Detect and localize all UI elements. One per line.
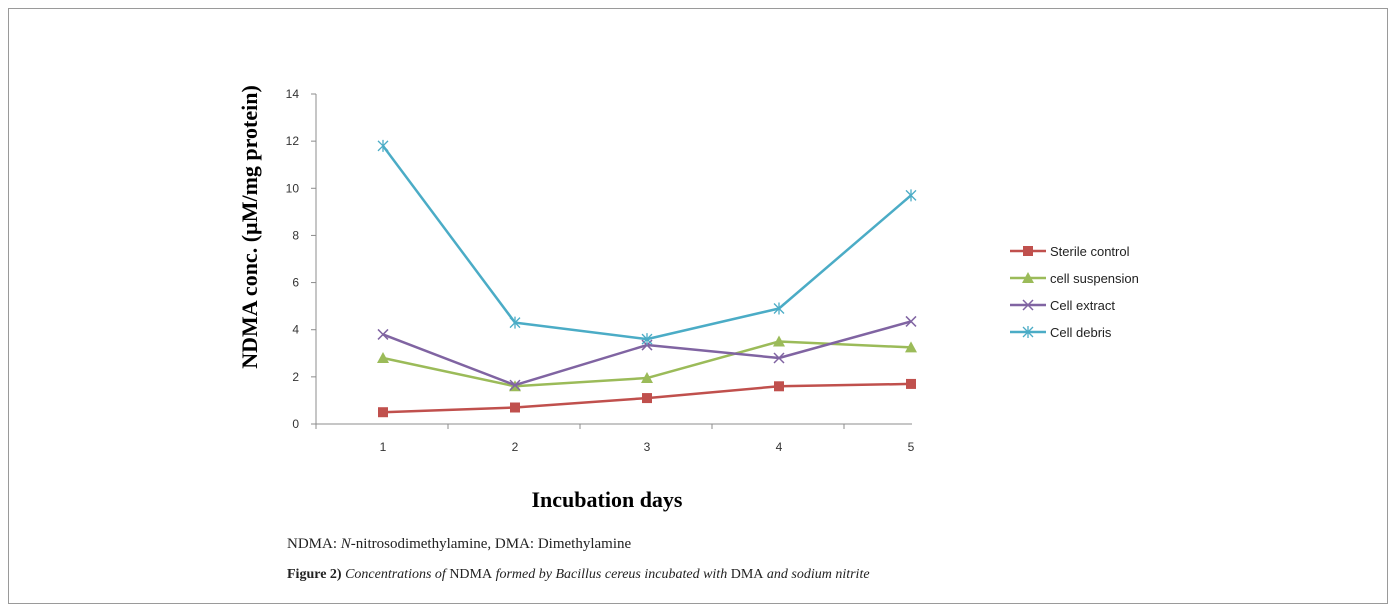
- data-point: [642, 393, 652, 404]
- x-tick-label: 4: [776, 440, 783, 454]
- data-point: [774, 381, 784, 392]
- chart-series: [377, 139, 917, 418]
- x-axis-title: Incubation days: [531, 487, 682, 512]
- legend-marker: [1022, 272, 1034, 283]
- y-tick-label: 4: [292, 323, 299, 337]
- abbreviation-note: NDMA: N-nitrosodimethylamine, DMA: Dimet…: [287, 536, 632, 552]
- data-point: [905, 189, 917, 202]
- figure-caption: Figure 2) Concentrations of NDMA formed …: [287, 567, 870, 582]
- data-point: [906, 378, 916, 389]
- y-tick-label: 6: [292, 276, 299, 290]
- y-tick-label: 12: [286, 134, 300, 148]
- legend-marker: [1022, 299, 1034, 311]
- data-point: [377, 139, 389, 152]
- series-group: [377, 335, 917, 392]
- legend-label: Sterile control: [1050, 244, 1130, 259]
- data-point: [377, 328, 389, 340]
- data-point: [377, 352, 389, 363]
- data-point: [509, 316, 521, 329]
- legend-marker: [1022, 326, 1034, 338]
- data-point: [773, 352, 785, 364]
- figure-label: Figure 2): [287, 567, 342, 582]
- x-tick-label: 3: [644, 440, 651, 454]
- legend-label: Cell debris: [1050, 325, 1112, 340]
- legend-label: Cell extract: [1050, 298, 1115, 313]
- y-axis-title: NDMA conc. (µM/mg protein): [237, 85, 262, 369]
- data-point: [905, 341, 917, 353]
- chart-legend: Sterile control cell suspension Cell extra…: [1010, 244, 1139, 340]
- legend-marker: [1023, 246, 1033, 256]
- series-group: [378, 378, 916, 418]
- y-tick-label: 2: [292, 370, 299, 384]
- series-group: [377, 139, 917, 346]
- data-point: [773, 335, 785, 347]
- data-point: [641, 333, 653, 346]
- x-tick-label: 2: [512, 440, 519, 454]
- data-point: [509, 379, 521, 391]
- figure-frame: [8, 8, 1388, 604]
- x-tick-label: 5: [908, 440, 915, 454]
- y-tick-label: 10: [286, 181, 300, 195]
- legend-label: cell suspension: [1050, 271, 1139, 286]
- data-point: [773, 302, 785, 315]
- x-tick-label: 1: [380, 440, 387, 454]
- series-line: [381, 145, 912, 341]
- data-point: [378, 407, 388, 418]
- data-point: [641, 372, 653, 384]
- y-tick-label: 8: [292, 228, 299, 242]
- data-point: [905, 315, 917, 327]
- y-tick-label: 14: [286, 87, 300, 101]
- y-tick-label: 0: [292, 417, 299, 431]
- data-point: [510, 402, 520, 413]
